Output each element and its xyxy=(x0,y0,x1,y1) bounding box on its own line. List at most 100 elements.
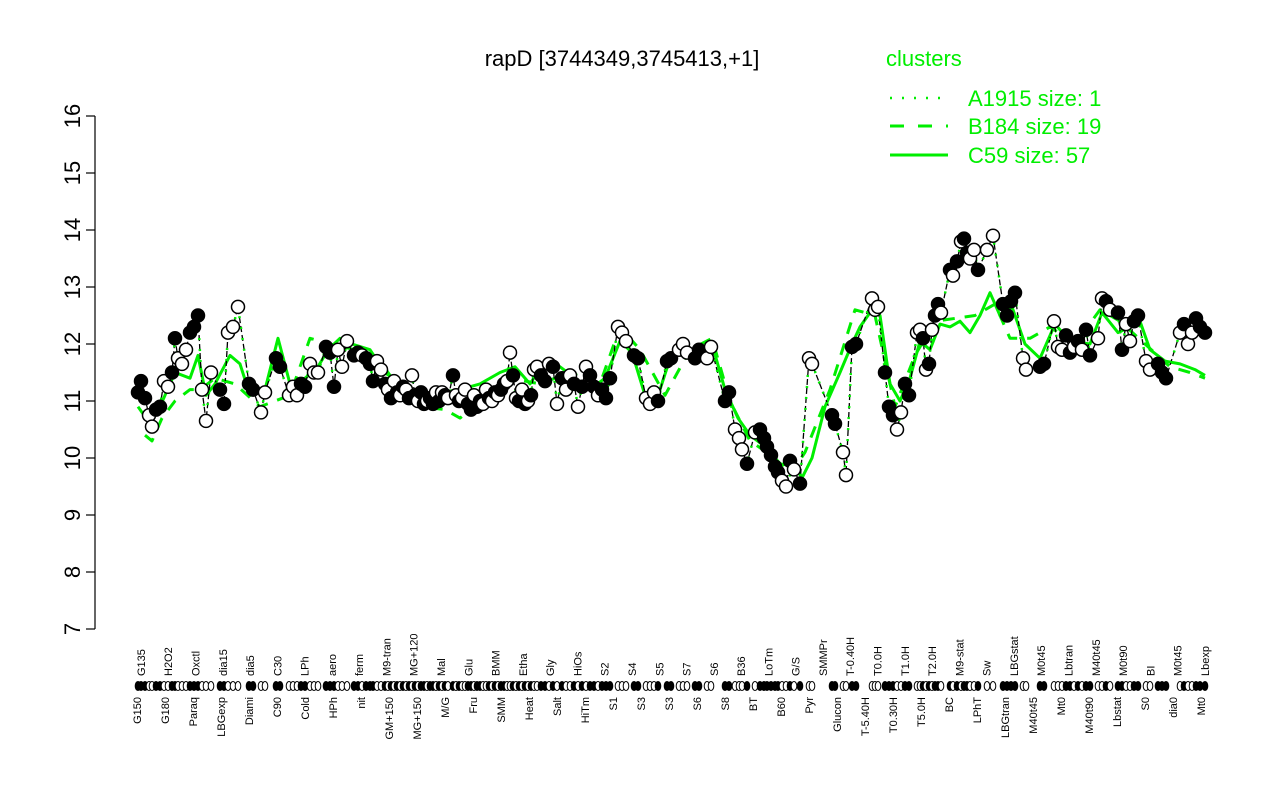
x-label-top: Oxctl xyxy=(190,651,202,676)
data-point xyxy=(827,416,843,432)
rug-mark xyxy=(983,681,991,691)
x-label-bottom: C90 xyxy=(272,697,284,717)
data-point xyxy=(144,419,160,434)
rug-mark xyxy=(1134,681,1142,691)
x-label-bottom: BT xyxy=(748,697,760,711)
data-point xyxy=(838,467,854,483)
chart-title: rapD [3744349,3745413,+1] xyxy=(485,46,760,71)
y-tick-label: 11 xyxy=(60,390,85,413)
data-point xyxy=(1018,362,1034,377)
rug-mark xyxy=(842,681,850,691)
x-label-bottom: Glucon xyxy=(832,697,844,732)
x-label-top: Etha xyxy=(518,652,530,676)
y-tick-label: 8 xyxy=(60,566,85,578)
data-point xyxy=(985,228,1001,243)
data-point xyxy=(921,356,937,372)
y-tick-label: 15 xyxy=(60,161,85,185)
x-label-top: T0.0H xyxy=(873,646,885,676)
data-point xyxy=(505,368,521,383)
data-point xyxy=(212,382,228,397)
x-label-top: T-0.40H xyxy=(845,637,857,676)
x-label-bottom: S0 xyxy=(1140,697,1152,710)
x-label-bottom: HPh xyxy=(328,697,340,718)
data-point xyxy=(618,333,634,349)
data-point xyxy=(893,405,909,420)
x-label-top: Gly xyxy=(545,659,557,676)
data-point xyxy=(1197,325,1213,340)
x-label-bottom: Diami xyxy=(244,697,256,725)
data-point xyxy=(253,405,269,420)
y-tick-label: 12 xyxy=(60,332,85,356)
data-point xyxy=(1036,356,1052,372)
data-point xyxy=(1078,322,1094,338)
x-label-top: S5 xyxy=(654,663,666,676)
data-point xyxy=(216,396,232,412)
rug-mark xyxy=(808,681,816,691)
data-point xyxy=(778,479,794,494)
x-label-bottom: MG+150 xyxy=(412,697,424,740)
x-label-bottom: T5.0H xyxy=(916,697,928,727)
x-label-top: M0t45 xyxy=(1173,645,1185,676)
data-point xyxy=(999,308,1015,323)
data-point xyxy=(630,351,646,366)
x-label-top: S7 xyxy=(682,663,694,676)
x-label-bottom: LBGtran xyxy=(1000,697,1012,738)
rug-mark xyxy=(974,681,982,691)
x-label-top: aero xyxy=(327,654,339,676)
data-point xyxy=(537,373,553,389)
data-point xyxy=(739,456,755,471)
x-label-bottom: G150 xyxy=(132,697,144,724)
data-point xyxy=(1058,328,1074,343)
x-label-bottom: M40t45 xyxy=(1028,697,1040,734)
data-point xyxy=(365,373,381,389)
x-label-top: LoTm xyxy=(763,648,775,676)
y-tick-label: 7 xyxy=(60,623,85,635)
data-point xyxy=(915,331,931,346)
rug-mark xyxy=(937,681,945,691)
x-label-bottom: Salt xyxy=(552,697,564,716)
rug-mark xyxy=(234,681,242,691)
x-label-top: H2O2 xyxy=(163,647,175,676)
x-label-top: LBGstat xyxy=(1009,636,1021,676)
data-point xyxy=(804,356,820,372)
data-point xyxy=(901,388,917,403)
data-point xyxy=(545,359,561,375)
x-label-top: Sw xyxy=(982,661,994,676)
data-point xyxy=(164,365,180,380)
x-label-bottom: Heat xyxy=(524,697,536,720)
data-point xyxy=(650,393,666,409)
x-label-bottom: Lbstat xyxy=(1112,697,1124,727)
data-point xyxy=(167,331,183,346)
rug-mark xyxy=(905,681,913,691)
rug-mark xyxy=(654,681,662,691)
y-tick-label: 13 xyxy=(60,275,85,299)
x-label-top: Mal xyxy=(436,658,448,676)
x-label-bottom: LBGexp xyxy=(216,697,228,737)
rug-mark xyxy=(743,681,751,691)
rug-mark xyxy=(1022,681,1030,691)
rug-mark xyxy=(276,681,284,691)
x-label-top: Lbexp xyxy=(1200,646,1212,676)
data-point xyxy=(598,390,614,406)
x-label-top: M9-stat xyxy=(954,639,966,676)
data-point xyxy=(835,445,851,460)
x-label-bottom: Paraq xyxy=(188,697,200,726)
x-label-bottom: Pyr xyxy=(804,697,816,714)
x-label-top: BI xyxy=(1145,666,1157,676)
data-point xyxy=(721,385,737,400)
x-label-top: S4 xyxy=(627,663,639,676)
x-label-top: ferm xyxy=(354,654,366,676)
x-label-bottom: T-5.40H xyxy=(860,697,872,736)
data-point xyxy=(870,299,886,315)
legend-entry-a1915: A1915 size: 1 xyxy=(968,86,1101,111)
data-point xyxy=(1158,370,1174,386)
rug-mark xyxy=(249,681,257,691)
x-label-bottom: Cold xyxy=(300,697,312,720)
rug-mark xyxy=(634,681,642,691)
data-point xyxy=(445,368,461,383)
y-tick-label: 9 xyxy=(60,509,85,521)
data-point xyxy=(792,476,808,491)
x-label-top: SMMPr xyxy=(818,639,830,676)
data-point xyxy=(703,339,719,355)
rug-mark xyxy=(683,681,691,691)
